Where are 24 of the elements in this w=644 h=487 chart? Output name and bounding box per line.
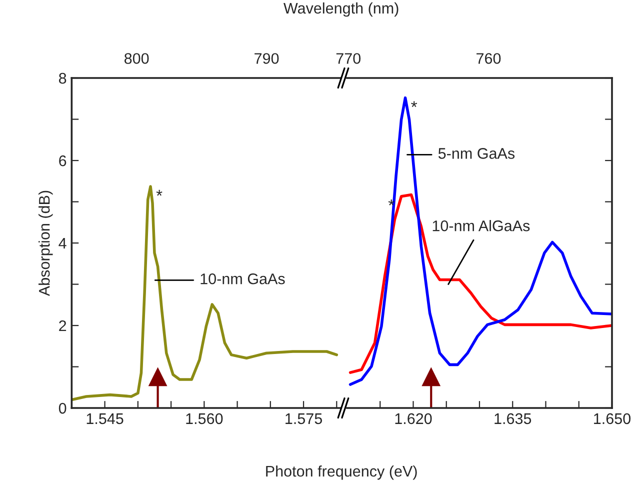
- y-tick-label: 4: [58, 238, 66, 249]
- line-series: [72, 185, 338, 402]
- x2-axis-title: Wavelength (nm): [284, 2, 398, 17]
- x-tick-label: 1.620: [395, 413, 432, 424]
- annotation: *: [156, 190, 162, 196]
- annotation: 10-nm GaAs: [200, 273, 285, 284]
- y-axis-title: Absorption (dB): [38, 190, 53, 296]
- x2-tick-label: 770: [336, 53, 361, 64]
- annotation: *: [411, 101, 418, 108]
- x-tick-label: 1.545: [86, 413, 124, 424]
- y-tick-label: 0: [58, 402, 66, 414]
- x-axis-title: Photon frequency (eV): [266, 465, 417, 480]
- x-tick-label: 1.635: [494, 413, 532, 424]
- x-tick-label: 1.575: [286, 413, 322, 424]
- y-tick-label: 6: [59, 155, 66, 166]
- y-tick-label: 8: [58, 72, 66, 84]
- x-tick-label: 1.560: [186, 413, 223, 424]
- y-tick-label: 2: [59, 320, 66, 332]
- annotation: 5-nm GaAs: [438, 148, 515, 159]
- x-tick-label: 1.650: [594, 413, 631, 424]
- x2-tick-label: 760: [476, 53, 501, 64]
- annotation: 10-nm AlGaAs: [432, 220, 530, 232]
- x2-tick-label: 800: [124, 53, 149, 64]
- x2-tick-label: 790: [254, 53, 279, 64]
